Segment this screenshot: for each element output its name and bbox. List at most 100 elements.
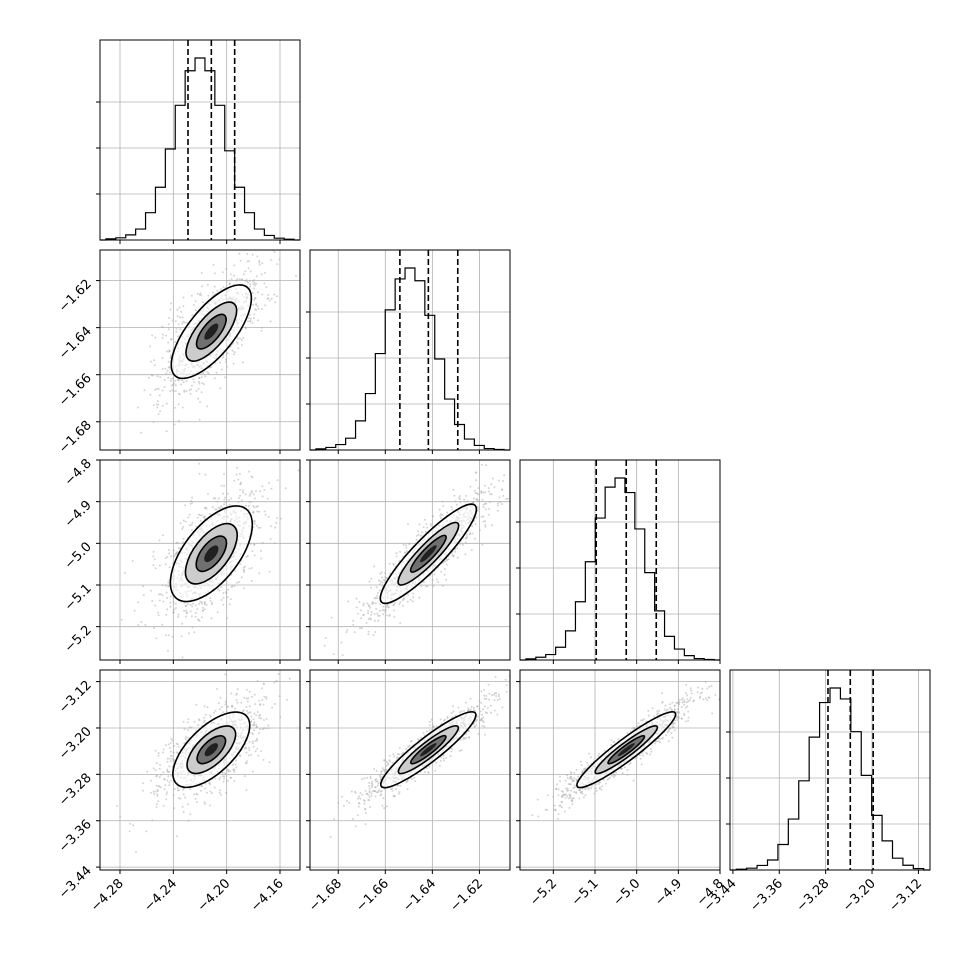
- sample-point: [187, 803, 189, 806]
- sample-point: [277, 673, 280, 676]
- sample-point: [242, 336, 245, 339]
- sample-point: [253, 506, 256, 509]
- sample-point: [166, 791, 168, 794]
- sample-point: [257, 754, 260, 757]
- sample-point: [250, 491, 253, 494]
- sample-point: [475, 718, 478, 721]
- sample-point: [190, 388, 193, 391]
- sample-point: [239, 494, 242, 497]
- sample-point: [369, 617, 372, 620]
- sample-point: [373, 790, 376, 793]
- sample-point: [233, 780, 236, 783]
- sample-point: [186, 321, 189, 324]
- sample-point: [181, 406, 184, 409]
- sample-point: [216, 289, 219, 292]
- sample-point: [259, 728, 262, 731]
- sample-point: [239, 488, 242, 491]
- sample-point: [381, 584, 384, 587]
- sample-point: [235, 759, 237, 762]
- sample-point: [484, 508, 487, 511]
- sample-point: [179, 328, 182, 331]
- sample-point: [204, 375, 207, 378]
- sample-point: [184, 737, 187, 740]
- sample-point: [167, 341, 170, 344]
- sample-point: [266, 497, 269, 500]
- sample-point: [354, 825, 357, 828]
- sample-point: [190, 726, 193, 729]
- sample-point: [491, 694, 493, 697]
- sample-point: [254, 284, 256, 287]
- sample-point: [256, 747, 259, 750]
- sample-point: [152, 555, 155, 558]
- sample-point: [224, 673, 227, 676]
- sample-point: [165, 430, 168, 433]
- sample-point: [152, 564, 155, 567]
- sample-point: [217, 506, 220, 509]
- sample-point: [191, 605, 194, 608]
- sample-point: [248, 567, 251, 570]
- sample-point: [257, 526, 260, 529]
- sample-point: [423, 771, 426, 774]
- sample-point: [385, 764, 388, 767]
- sample-point: [210, 603, 213, 606]
- sample-point: [177, 745, 180, 748]
- sample-point: [147, 376, 150, 379]
- sample-point: [396, 784, 399, 787]
- sample-point: [393, 603, 395, 606]
- sample-point: [248, 313, 251, 316]
- sample-point: [459, 738, 462, 741]
- sample-point: [180, 310, 183, 313]
- sample-point: [364, 808, 366, 810]
- sample-point: [202, 301, 205, 304]
- sample-point: [480, 490, 483, 493]
- sample-point: [411, 600, 414, 603]
- sample-point: [143, 389, 146, 392]
- sample-point: [213, 786, 216, 789]
- sample-point: [176, 743, 179, 746]
- sample-point: [184, 520, 187, 523]
- sample-point: [170, 555, 173, 558]
- sample-point: [480, 701, 483, 704]
- sample-point: [175, 751, 178, 754]
- sample-point: [468, 736, 471, 739]
- sample-point: [582, 796, 585, 799]
- sample-point: [244, 270, 247, 273]
- sample-point: [240, 576, 243, 579]
- sample-point: [251, 253, 254, 256]
- sample-point: [235, 341, 238, 344]
- sample-point: [233, 585, 236, 587]
- sample-point: [226, 596, 229, 599]
- sample-point: [496, 504, 499, 507]
- sample-point: [565, 787, 567, 790]
- sample-point: [265, 727, 268, 730]
- sample-point: [169, 595, 172, 598]
- sample-point: [490, 493, 493, 496]
- sample-point: [271, 706, 274, 709]
- sample-point: [504, 678, 507, 681]
- sample-point: [426, 526, 429, 529]
- sample-point: [360, 627, 363, 630]
- sample-point: [177, 403, 180, 406]
- sample-point: [237, 347, 240, 350]
- sample-point: [245, 751, 248, 754]
- sample-point: [687, 719, 690, 722]
- sample-point: [571, 802, 574, 805]
- sample-point: [265, 286, 268, 289]
- sample-point: [626, 769, 629, 771]
- sample-point: [256, 510, 259, 513]
- sample-point: [415, 538, 418, 541]
- sample-point: [477, 487, 480, 490]
- sample-point: [215, 688, 218, 690]
- sample-point: [253, 313, 256, 316]
- sample-point: [687, 716, 690, 719]
- sample-point: [274, 301, 277, 304]
- sample-point: [243, 696, 246, 699]
- sample-point: [384, 768, 387, 771]
- sample-point: [213, 285, 216, 288]
- sample-point: [385, 805, 388, 808]
- sample-point: [683, 712, 686, 715]
- sample-point: [478, 713, 481, 716]
- sample-point: [244, 565, 246, 568]
- sample-point: [385, 760, 388, 763]
- sample-point: [200, 271, 203, 274]
